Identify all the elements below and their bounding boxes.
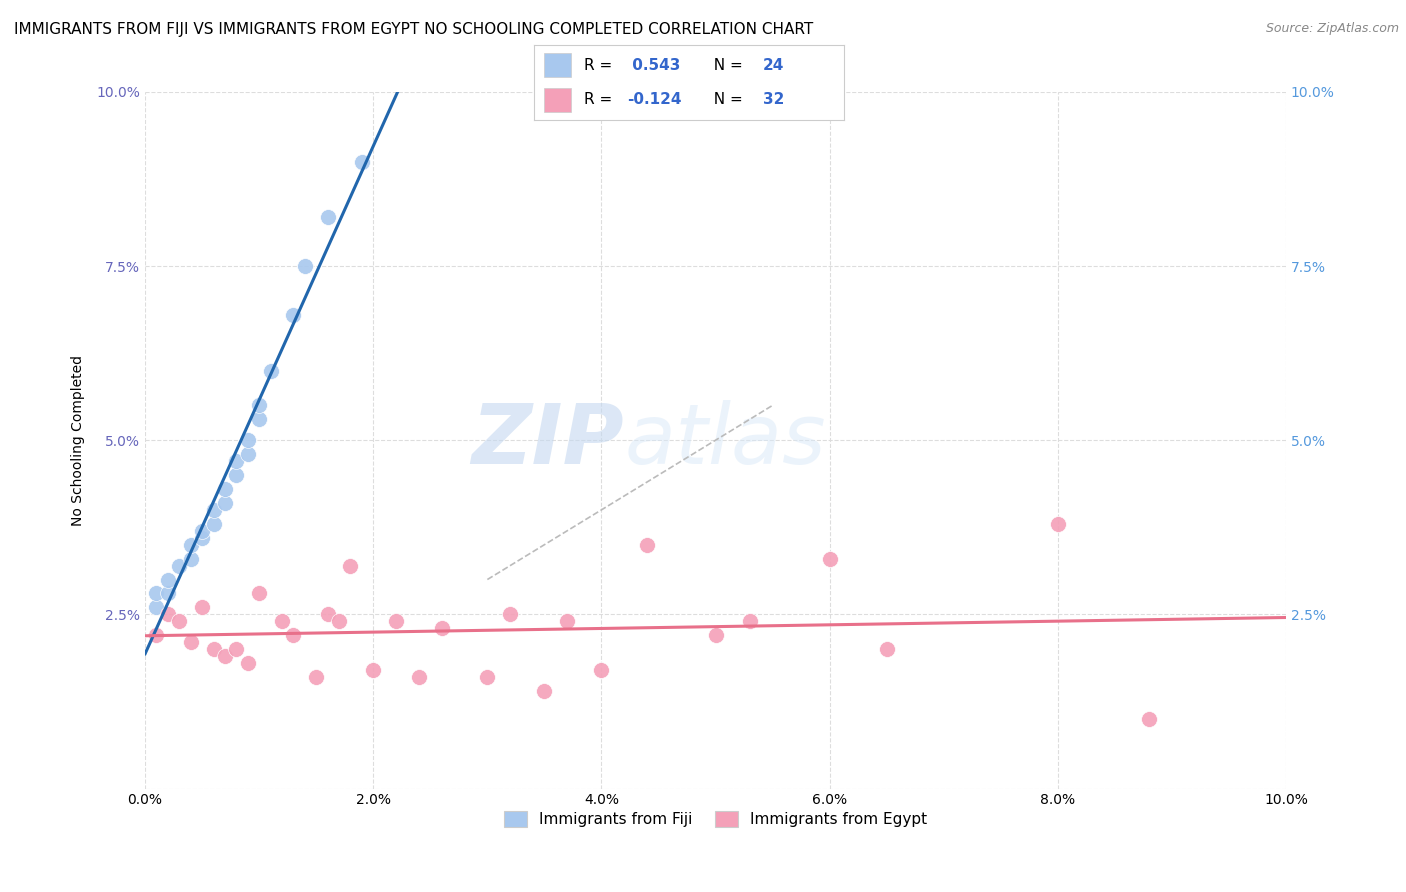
Point bbox=[180, 538, 202, 552]
Point bbox=[328, 615, 350, 629]
Text: ZIP: ZIP bbox=[471, 400, 624, 481]
Point bbox=[156, 607, 179, 622]
Point bbox=[316, 607, 339, 622]
FancyBboxPatch shape bbox=[544, 87, 571, 112]
Point bbox=[156, 586, 179, 600]
Point bbox=[145, 600, 167, 615]
Point bbox=[202, 503, 225, 517]
Point bbox=[361, 663, 384, 677]
Point bbox=[704, 628, 727, 642]
Point bbox=[180, 635, 202, 649]
Text: Source: ZipAtlas.com: Source: ZipAtlas.com bbox=[1265, 22, 1399, 36]
Point bbox=[533, 684, 555, 698]
Point bbox=[225, 468, 247, 483]
Point bbox=[214, 496, 236, 510]
Point bbox=[1046, 516, 1069, 531]
Point bbox=[202, 516, 225, 531]
Point bbox=[214, 482, 236, 496]
Point bbox=[430, 621, 453, 635]
Point bbox=[339, 558, 361, 573]
Point bbox=[350, 154, 373, 169]
Point bbox=[283, 628, 305, 642]
Point bbox=[738, 615, 761, 629]
Point bbox=[385, 615, 408, 629]
Text: 0.543: 0.543 bbox=[627, 58, 681, 72]
Text: N =: N = bbox=[704, 93, 748, 107]
Text: 24: 24 bbox=[763, 58, 785, 72]
Text: N =: N = bbox=[704, 58, 748, 72]
Point bbox=[555, 615, 578, 629]
Text: R =: R = bbox=[583, 93, 617, 107]
Point bbox=[236, 656, 259, 670]
Point bbox=[247, 412, 270, 426]
Y-axis label: No Schooling Completed: No Schooling Completed bbox=[72, 355, 86, 525]
Point bbox=[636, 538, 658, 552]
Point bbox=[499, 607, 522, 622]
Point bbox=[145, 628, 167, 642]
Point bbox=[271, 615, 294, 629]
Point bbox=[225, 454, 247, 468]
Point bbox=[1137, 712, 1160, 726]
Point bbox=[876, 642, 898, 657]
Point bbox=[191, 524, 214, 538]
Text: R =: R = bbox=[583, 58, 617, 72]
Legend: Immigrants from Fiji, Immigrants from Egypt: Immigrants from Fiji, Immigrants from Eg… bbox=[498, 805, 934, 833]
Point bbox=[180, 551, 202, 566]
Text: 32: 32 bbox=[763, 93, 785, 107]
Point bbox=[169, 615, 191, 629]
Point bbox=[191, 531, 214, 545]
Point bbox=[316, 211, 339, 225]
Point bbox=[214, 649, 236, 664]
Text: -0.124: -0.124 bbox=[627, 93, 682, 107]
Point bbox=[236, 447, 259, 461]
Text: IMMIGRANTS FROM FIJI VS IMMIGRANTS FROM EGYPT NO SCHOOLING COMPLETED CORRELATION: IMMIGRANTS FROM FIJI VS IMMIGRANTS FROM … bbox=[14, 22, 813, 37]
Point bbox=[169, 558, 191, 573]
Point bbox=[247, 586, 270, 600]
Point bbox=[294, 259, 316, 273]
Text: atlas: atlas bbox=[624, 400, 825, 481]
Point bbox=[156, 573, 179, 587]
Point bbox=[236, 433, 259, 447]
Point bbox=[591, 663, 613, 677]
Point bbox=[305, 670, 328, 684]
Point bbox=[283, 308, 305, 322]
Point bbox=[145, 586, 167, 600]
Point bbox=[477, 670, 499, 684]
Point bbox=[818, 551, 841, 566]
Point bbox=[408, 670, 430, 684]
Point bbox=[247, 398, 270, 412]
Point bbox=[191, 600, 214, 615]
Point bbox=[202, 642, 225, 657]
Point bbox=[225, 642, 247, 657]
FancyBboxPatch shape bbox=[544, 53, 571, 78]
Point bbox=[259, 363, 281, 377]
